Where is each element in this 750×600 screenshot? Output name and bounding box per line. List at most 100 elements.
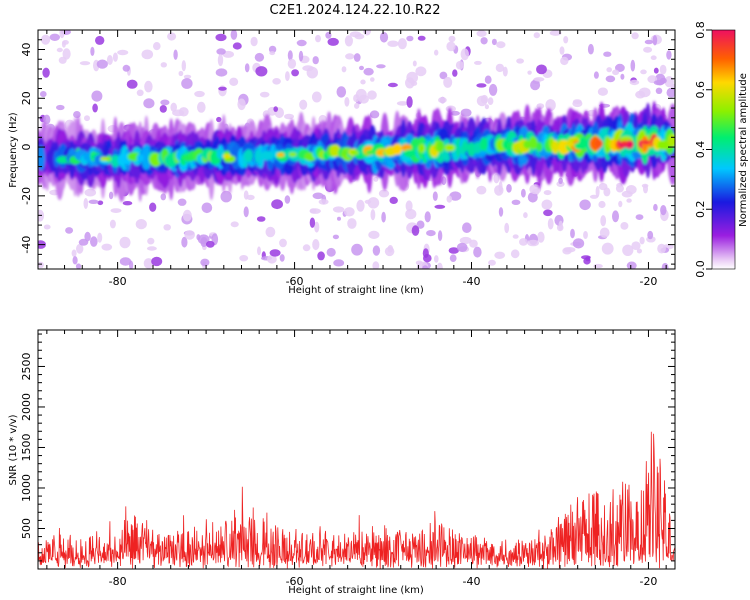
noise-blob xyxy=(49,33,60,41)
noise-blob xyxy=(459,236,472,245)
noise-blob xyxy=(284,195,291,204)
chart-title: C2E1.2024.124.22.10.R22 xyxy=(269,3,440,18)
noise-blob xyxy=(296,39,307,47)
band-blob xyxy=(418,143,426,153)
band-blob xyxy=(444,144,456,152)
snr-series-line xyxy=(38,431,675,569)
noise-blob xyxy=(147,237,155,245)
noise-blob xyxy=(533,77,545,82)
noise-blob xyxy=(572,100,583,108)
noise-blob xyxy=(370,77,375,82)
noise-blob xyxy=(615,184,624,193)
spectrogram-band xyxy=(38,100,675,203)
noise-blob xyxy=(593,263,603,269)
noise-blob xyxy=(405,208,417,220)
noise-blob xyxy=(239,255,249,262)
noise-blob xyxy=(287,50,293,61)
noise-blob xyxy=(268,45,277,54)
noise-blob xyxy=(434,255,439,263)
noise-blob xyxy=(426,230,436,237)
noise-blob xyxy=(620,222,629,230)
noise-blob xyxy=(521,188,526,198)
noise-blob xyxy=(387,82,398,88)
noise-blob xyxy=(364,199,372,204)
noise-blob xyxy=(585,256,591,262)
noise-blob xyxy=(40,91,47,98)
noise-blob xyxy=(269,249,281,257)
noise-blob xyxy=(533,32,540,39)
noise-blob xyxy=(650,55,657,60)
noise-blob xyxy=(411,225,420,236)
noise-blob xyxy=(119,236,131,249)
noise-blob xyxy=(587,43,594,55)
noise-blob xyxy=(42,67,50,78)
noise-blob xyxy=(376,64,386,69)
noise-blob xyxy=(595,186,600,198)
noise-blob xyxy=(562,247,572,255)
noise-blob xyxy=(579,199,591,211)
y-tick-label: -40 xyxy=(20,236,33,254)
noise-blob xyxy=(271,199,283,210)
noise-blob xyxy=(359,65,364,71)
noise-blob xyxy=(443,76,453,88)
noise-blob xyxy=(536,103,545,109)
colorbar-tick-label: 0.2 xyxy=(694,201,707,219)
y-tick-label: 40 xyxy=(20,43,33,57)
noise-blob xyxy=(76,243,84,254)
noise-blob xyxy=(315,34,321,43)
noise-blob xyxy=(368,230,380,239)
noise-blob xyxy=(373,176,379,182)
noise-blob xyxy=(630,59,636,72)
noise-blob xyxy=(229,77,239,87)
noise-blob xyxy=(511,199,521,205)
noise-blob xyxy=(434,49,439,56)
noise-blob xyxy=(183,74,192,79)
noise-blob xyxy=(473,246,482,258)
colorbar-gradient xyxy=(712,30,735,269)
noise-blob xyxy=(549,30,562,36)
noise-blob xyxy=(153,42,161,51)
noise-blob xyxy=(372,261,380,269)
noise-blob xyxy=(59,30,65,39)
noise-blob xyxy=(488,83,498,96)
noise-blob xyxy=(381,211,386,223)
noise-blob xyxy=(449,254,457,262)
noise-blob xyxy=(341,66,347,73)
noise-blob xyxy=(65,227,74,234)
noise-blob xyxy=(41,34,51,45)
noise-blob xyxy=(406,71,419,84)
noise-blob xyxy=(343,207,355,217)
noise-blob xyxy=(498,181,503,193)
colorbar-ticks: 0.0 0.2 0.4 0.6 0.8 xyxy=(694,21,712,278)
spectrogram-frame xyxy=(37,29,676,270)
band-blob xyxy=(216,148,225,160)
noise-blob xyxy=(90,46,95,57)
noise-blob xyxy=(170,102,177,113)
band-blob xyxy=(110,154,120,168)
noise-blob xyxy=(302,244,311,252)
y-tick-label: 1500 xyxy=(20,433,33,461)
noise-blob xyxy=(536,64,547,75)
colorbar-tick-label: 0.8 xyxy=(694,21,707,39)
noise-blob xyxy=(112,52,118,62)
noise-blob xyxy=(79,61,91,66)
noise-blob xyxy=(631,241,641,250)
noise-blob xyxy=(516,58,524,64)
noise-blob xyxy=(265,226,276,238)
band-peak xyxy=(340,150,349,156)
noise-blob xyxy=(480,37,488,45)
noise-blob xyxy=(597,87,609,96)
noise-blob xyxy=(423,254,432,263)
band-blob xyxy=(83,152,92,162)
noise-blob xyxy=(631,32,639,40)
noise-blob xyxy=(504,222,510,234)
noise-blob xyxy=(216,48,226,55)
snr-panel: -80 -60 -40 -20 500 1000 1500 2000 2500 Height o… xyxy=(8,329,676,596)
y-tick-label: 2000 xyxy=(20,393,33,421)
noise-blob xyxy=(91,90,103,102)
band-blob xyxy=(244,149,253,163)
noise-blob xyxy=(173,49,178,60)
noise-blob xyxy=(327,37,339,46)
noise-blob xyxy=(397,38,407,50)
noise-blob xyxy=(363,30,371,36)
